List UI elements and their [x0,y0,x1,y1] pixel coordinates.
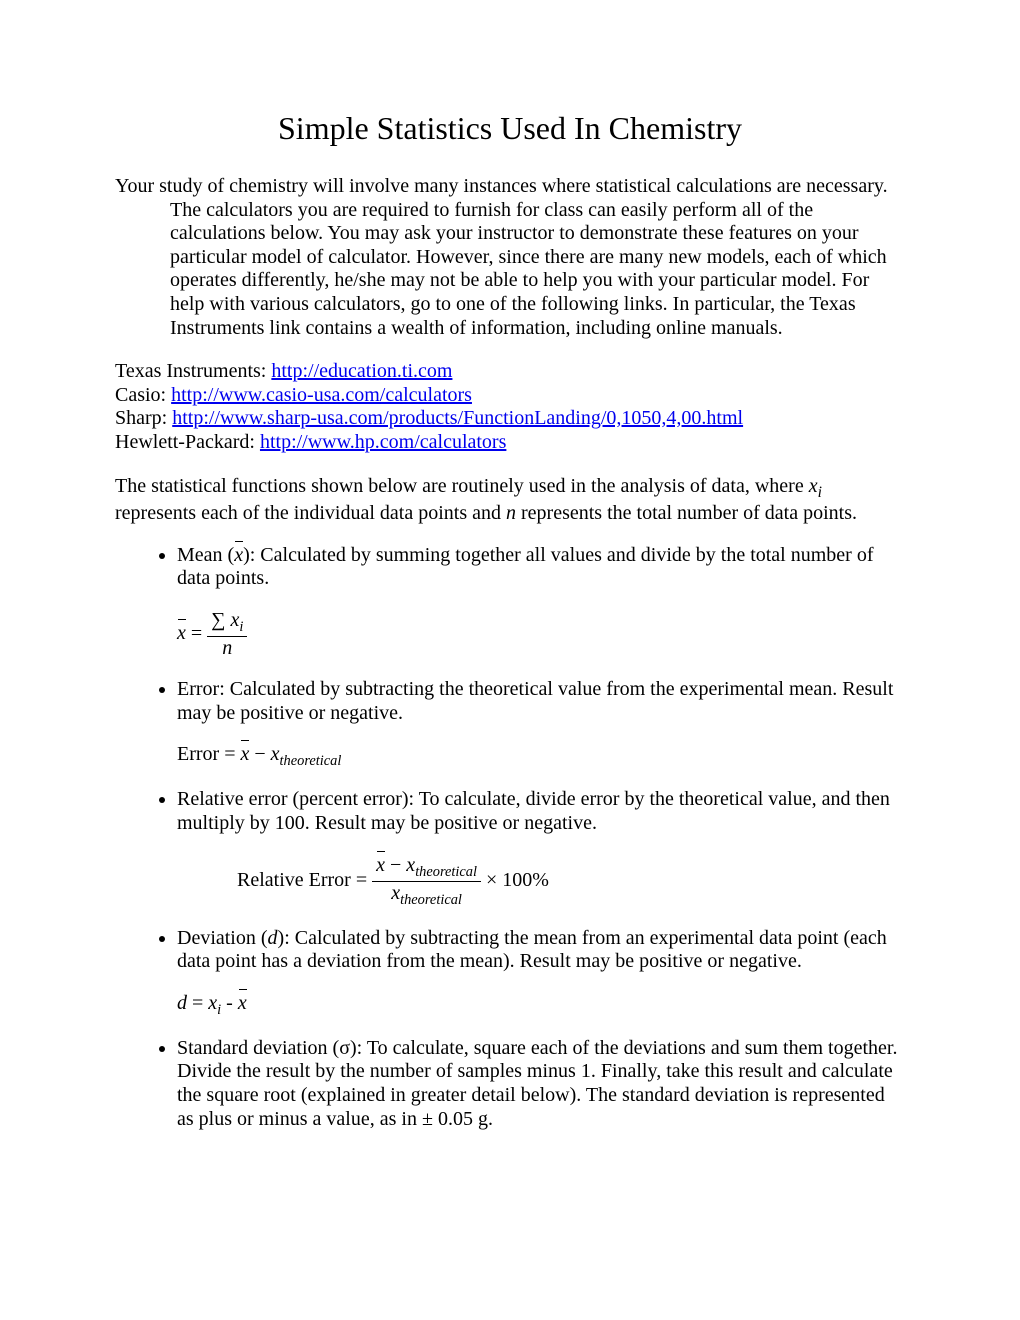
statdesc-n: n [506,502,516,524]
statdesc-pre: The statistical functions shown below ar… [115,475,809,497]
intro-rest: The calculators you are required to furn… [115,199,905,341]
statdesc-mid: represents each of the individual data p… [115,502,506,524]
mean-num-i: i [239,619,243,635]
stdev-pre: Standard deviation ( [177,1037,339,1059]
relerr-formula: Relative Error = x − xtheoretical xtheor… [237,854,905,909]
dev-xbar: x [238,992,247,1016]
page-title: Simple Statistics Used In Chemistry [115,110,905,147]
mean-label-pre: Mean ( [177,544,234,566]
dev-d: d [268,927,278,949]
dev-minus: - [221,992,238,1014]
deviation-item: Deviation (d): Calculated by subtracting… [177,927,905,1019]
mean-label-post: ): Calculated by summing together all va… [177,544,874,590]
relerr-times100: × 100% [486,869,549,891]
dev-formula: d = xi - x [177,992,905,1019]
dev-d2: d [177,992,187,1014]
relerr-fraction: x − xtheoretical xtheoretical [372,854,481,909]
relerr-label: Relative Error = [237,869,372,891]
error-text: Error: Calculated by subtracting the the… [177,678,893,724]
ti-link[interactable]: http://education.ti.com [271,360,452,382]
error-minus: − [249,743,270,765]
mean-den: n [207,637,247,661]
relerr-num-x: x [406,854,415,876]
ti-label: Texas Instruments: [115,360,271,382]
stdev-item: Standard deviation (σ): To calculate, sq… [177,1037,905,1131]
mean-num-x: x [230,609,239,631]
sharp-link[interactable]: http://www.sharp-usa.com/products/Functi… [172,407,743,429]
relerr-den-sub: theoretical [400,892,462,908]
dev-post: ): Calculated by subtracting the mean fr… [177,927,887,973]
error-formula: Error = x − xtheoretical [177,743,905,770]
error-xbar: x [240,743,249,767]
mean-xbar: x [177,622,186,646]
mean-formula: x = ∑ xi n [177,609,905,661]
intro-first-line: Your study of chemistry will involve man… [115,175,888,197]
relerr-minus: − [385,854,406,876]
sharp-label: Sharp: [115,407,172,429]
dev-eq: = [187,992,208,1014]
stdev-val: 0.05 g. [433,1108,493,1130]
relerr-xbar: x [376,854,385,878]
definitions-list: Mean (x): Calculated by summing together… [137,544,905,1132]
statdesc-x: x [809,475,818,497]
casio-link[interactable]: http://www.casio-usa.com/calculators [171,384,472,406]
stat-description: The statistical functions shown below ar… [115,475,905,526]
dev-pre: Deviation ( [177,927,268,949]
dev-x: x [208,992,217,1014]
stdev-sigma: σ [339,1037,350,1059]
mean-item: Mean (x): Calculated by summing together… [177,544,905,661]
statdesc-post: represents the total number of data poin… [516,502,857,524]
statdesc-i: i [818,484,822,501]
hp-link[interactable]: http://www.hp.com/calculators [260,431,506,453]
relerr-num-sub: theoretical [415,864,477,880]
hp-label: Hewlett-Packard: [115,431,260,453]
xbar-icon: x [234,544,243,568]
error-item: Error: Calculated by subtracting the the… [177,678,905,770]
casio-label: Casio: [115,384,171,406]
mean-fraction: ∑ xi n [207,609,247,661]
relerr-den-x: x [391,882,400,904]
relerr-item: Relative error (percent error): To calcu… [177,788,905,908]
calculator-links: Texas Instruments: http://education.ti.c… [115,360,905,454]
sum-symbol: ∑ [211,609,225,631]
relerr-text: Relative error (percent error): To calcu… [177,788,890,834]
intro-paragraph: Your study of chemistry will involve man… [115,175,905,340]
stdev-pm: ± [422,1108,433,1130]
mean-equals: = [191,622,207,644]
error-sub: theoretical [280,753,342,769]
error-label: Error = [177,743,240,765]
error-x: x [271,743,280,765]
